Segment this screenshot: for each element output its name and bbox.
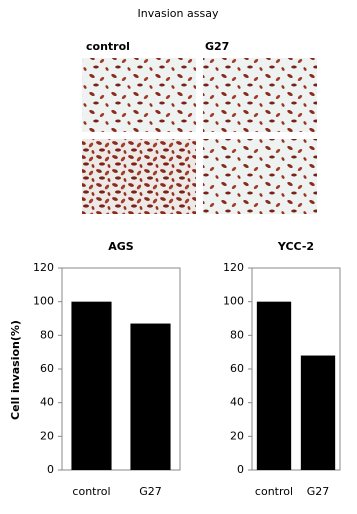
bar [130, 323, 171, 470]
y-tick-label: 20 [40, 429, 54, 442]
y-tick-label: 40 [40, 396, 54, 409]
y-tick-label: 0 [237, 463, 244, 476]
x-tick-label: G27 [307, 485, 330, 498]
y-tick-label: 100 [223, 295, 244, 308]
x-tick-label: control [255, 485, 293, 498]
image-label: G27 [205, 40, 229, 53]
x-tick-label: control [72, 485, 110, 498]
bar [71, 301, 112, 470]
y-tick-label: 40 [230, 396, 244, 409]
chart-title: YCC-2 [277, 240, 314, 253]
micrograph [203, 139, 317, 214]
y-tick-label: 60 [40, 362, 54, 375]
micrograph [82, 58, 196, 132]
bar [300, 355, 336, 470]
x-tick-label: G27 [139, 485, 162, 498]
bar [256, 301, 292, 470]
y-tick-label: 0 [47, 463, 54, 476]
micrograph [82, 139, 196, 214]
y-axis-label: Cell invasion(%) [9, 320, 22, 420]
y-tick-label: 100 [33, 295, 54, 308]
image-label: control [86, 40, 130, 53]
y-tick-label: 80 [40, 328, 54, 341]
y-tick-label: 60 [230, 362, 244, 375]
y-tick-label: 120 [223, 261, 244, 274]
y-tick-label: 20 [230, 429, 244, 442]
y-tick-label: 120 [33, 261, 54, 274]
micrograph [203, 58, 317, 132]
chart-title: AGS [108, 240, 134, 253]
y-tick-label: 80 [230, 328, 244, 341]
figure-title: Invasion assay [138, 7, 219, 20]
